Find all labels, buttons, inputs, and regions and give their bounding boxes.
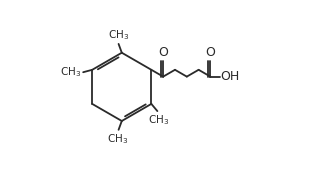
Text: O: O — [158, 46, 168, 59]
Text: CH$_3$: CH$_3$ — [148, 113, 169, 127]
Text: CH$_3$: CH$_3$ — [108, 28, 129, 42]
Text: CH$_3$: CH$_3$ — [107, 132, 128, 146]
Text: CH$_3$: CH$_3$ — [60, 66, 81, 79]
Text: O: O — [205, 46, 215, 59]
Text: OH: OH — [221, 70, 240, 83]
